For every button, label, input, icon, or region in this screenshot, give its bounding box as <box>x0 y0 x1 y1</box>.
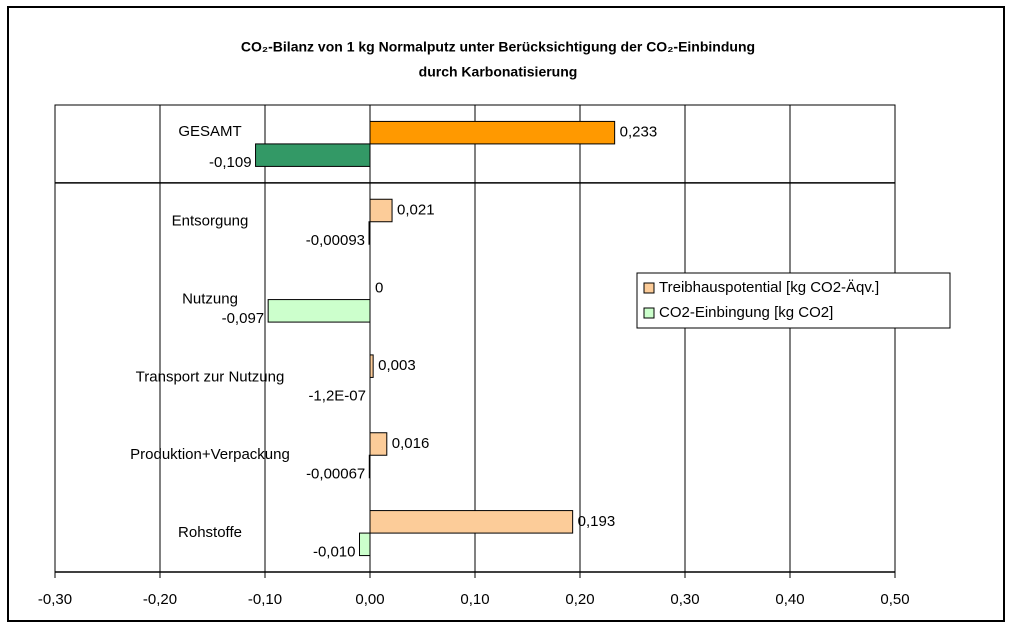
x-tick-label: -0,30 <box>38 591 72 608</box>
category-label: Nutzung <box>182 291 238 308</box>
bar <box>369 354 374 378</box>
data-label: -0,097 <box>222 310 265 327</box>
bar <box>368 454 371 479</box>
data-label: -0,010 <box>313 543 356 560</box>
bar <box>255 143 371 167</box>
bar <box>369 432 388 456</box>
x-tick-label: 0,40 <box>775 591 804 608</box>
x-tick-label: 0,50 <box>880 591 909 608</box>
chart-title: durch Karbonatisierung <box>419 64 578 80</box>
x-tick-label: -0,20 <box>143 591 177 608</box>
data-label: 0,016 <box>392 435 430 452</box>
x-tick-label: 0,10 <box>460 591 489 608</box>
data-label: 0,233 <box>620 124 658 141</box>
data-label: 0 <box>375 279 383 296</box>
legend-swatch <box>643 307 655 319</box>
data-label: -1,2E-07 <box>308 388 366 405</box>
bar <box>369 198 393 223</box>
data-label: 0,193 <box>578 513 616 530</box>
bar <box>369 510 574 534</box>
bar <box>359 532 371 557</box>
bar <box>267 299 371 323</box>
data-label: -0,00067 <box>306 465 365 482</box>
data-label: -0,109 <box>209 154 252 171</box>
legend-box <box>636 272 951 329</box>
x-tick-label: -0,10 <box>248 591 282 608</box>
category-label: Entsorgung <box>172 213 249 230</box>
data-label: 0,021 <box>397 201 435 218</box>
category-label: Transport zur Nutzung <box>136 368 285 385</box>
category-label: Rohstoffe <box>178 524 242 541</box>
chart-title: CO₂-Bilanz von 1 kg Normalputz unter Ber… <box>241 39 755 55</box>
data-label: 0,003 <box>378 357 416 374</box>
x-tick-label: 0,00 <box>355 591 384 608</box>
x-tick-label: 0,20 <box>565 591 594 608</box>
legend-label: CO2-Einbingung [kg CO2] <box>659 304 833 321</box>
bar <box>369 120 616 145</box>
category-label: Produktion+Verpackung <box>130 446 290 463</box>
x-tick-label: 0,30 <box>670 591 699 608</box>
legend-swatch <box>643 282 655 294</box>
bar <box>368 221 371 245</box>
data-label: -0,00093 <box>306 232 365 249</box>
category-label: GESAMT <box>178 123 241 140</box>
legend-label: Treibhauspotential [kg CO2-Äqv.] <box>659 279 879 296</box>
